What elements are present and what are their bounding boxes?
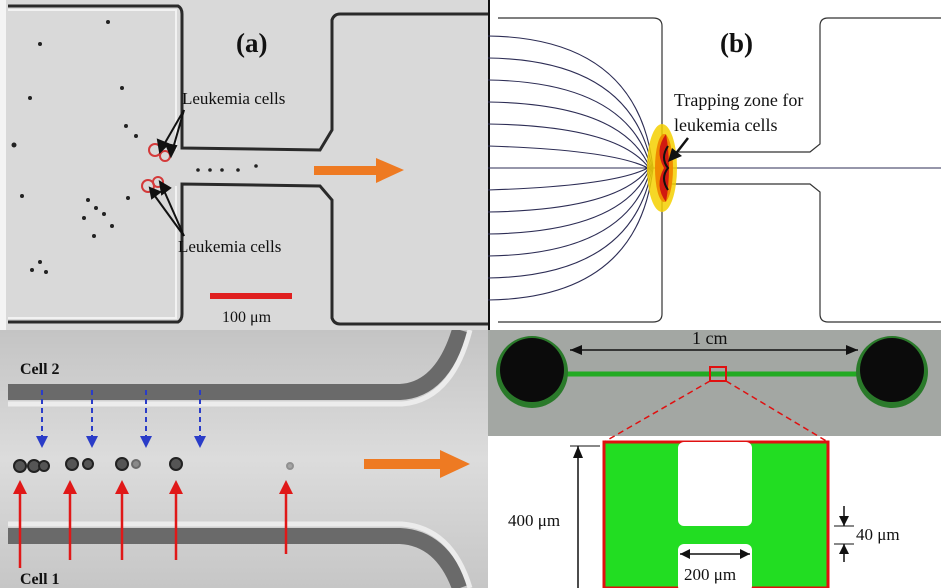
trap-label-line2: leukemia cells [674, 115, 777, 135]
streamlines [488, 35, 941, 301]
length-label: 1 cm [692, 330, 728, 348]
leukemia-label-lower: Leukemia cells [178, 237, 281, 256]
cell2-label: Cell 2 [20, 361, 60, 378]
cell2-arrows [36, 390, 206, 448]
gap-label: 40 μm [856, 525, 900, 544]
leukemia-label-upper: Leukemia cells [182, 89, 285, 108]
panel-b-letter: (b) [720, 28, 753, 58]
panel-a-letter: (a) [236, 28, 267, 58]
leukemia-cell-markers [141, 143, 171, 193]
height-label: 400 μm [508, 511, 560, 530]
cell1-label: Cell 1 [20, 571, 60, 588]
panel-c: Cell 2 Cell 1 [0, 330, 488, 588]
cell1-arrows [13, 480, 293, 568]
scale-bar-label: 100 μm [222, 309, 272, 326]
panel-a: (a) Leukemia cells Leukemia cells 100 μm [0, 0, 488, 330]
panel-b: (b) Trapping zone for leukemia cells [488, 0, 941, 330]
cell-pairs [13, 457, 294, 473]
width-label: 200 μm [684, 565, 736, 584]
panel-d: 1 cm 400 μm 40 μm 200 μm [488, 330, 941, 588]
trap-label-line1: Trapping zone for [674, 90, 803, 110]
